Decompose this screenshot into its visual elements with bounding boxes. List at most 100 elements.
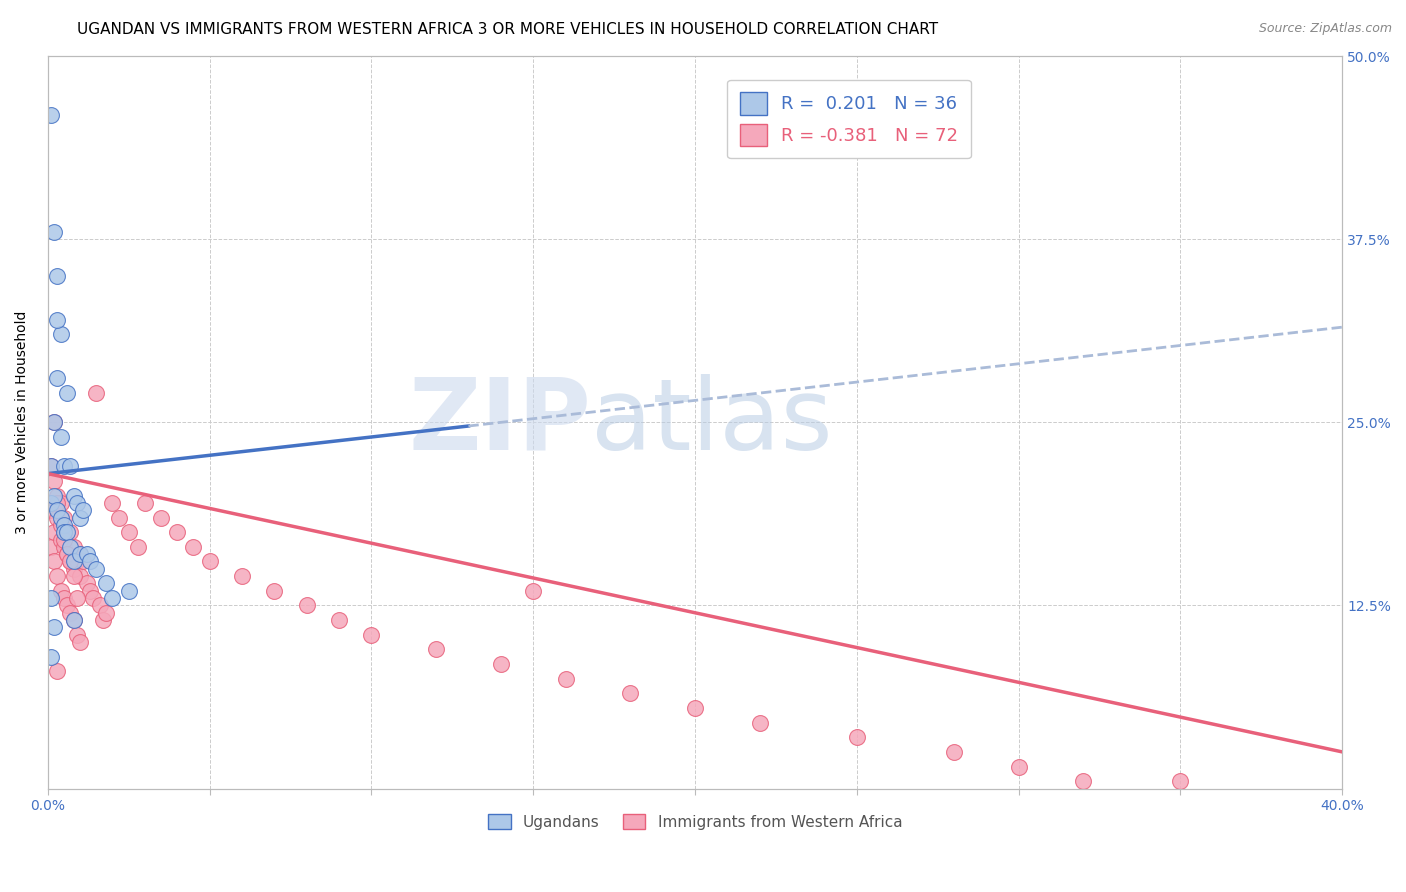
Point [44, 620, 66, 634]
Point [198, 554, 221, 568]
Point [66, 496, 89, 510]
Point [44, 525, 66, 540]
Point [619, 686, 641, 700]
Text: atlas: atlas [592, 374, 834, 471]
Point [56, 386, 79, 401]
Point [46, 503, 69, 517]
Point [59, 554, 82, 568]
Y-axis label: 3 or more Vehicles in Household: 3 or more Vehicles in Household [15, 310, 30, 534]
Point [46, 313, 69, 327]
Point [56, 525, 79, 540]
Point [295, 599, 318, 613]
Point [942, 745, 965, 759]
Point [49, 496, 72, 510]
Point [522, 583, 544, 598]
Point [94, 576, 117, 591]
Point [59, 459, 82, 474]
Point [166, 525, 188, 540]
Point [59, 554, 82, 568]
Point [49, 533, 72, 547]
Point [39, 591, 62, 606]
Point [683, 701, 706, 715]
Point [46, 665, 69, 679]
Point [66, 628, 89, 642]
Point [56, 547, 79, 561]
Point [69, 635, 91, 649]
Point [66, 591, 89, 606]
Point [49, 517, 72, 532]
Point [39, 540, 62, 554]
Point [49, 430, 72, 444]
Point [425, 642, 447, 657]
Point [46, 510, 69, 524]
Point [748, 715, 770, 730]
Point [52, 510, 75, 524]
Point [72, 503, 94, 517]
Point [52, 540, 75, 554]
Point [59, 525, 82, 540]
Point [44, 225, 66, 239]
Point [44, 415, 66, 429]
Point [62, 562, 84, 576]
Point [91, 613, 114, 627]
Point [845, 731, 868, 745]
Point [150, 510, 173, 524]
Point [554, 672, 576, 686]
Point [101, 496, 124, 510]
Point [263, 583, 285, 598]
Point [39, 108, 62, 122]
Legend: Ugandans, Immigrants from Western Africa: Ugandans, Immigrants from Western Africa [482, 807, 908, 836]
Text: UGANDAN VS IMMIGRANTS FROM WESTERN AFRICA 3 OR MORE VEHICLES IN HOUSEHOLD CORREL: UGANDAN VS IMMIGRANTS FROM WESTERN AFRIC… [77, 22, 938, 37]
Point [44, 489, 66, 503]
Point [39, 649, 62, 664]
Point [69, 510, 91, 524]
Point [118, 525, 141, 540]
Point [84, 562, 107, 576]
Point [62, 613, 84, 627]
Point [46, 489, 69, 503]
Point [52, 591, 75, 606]
Point [46, 496, 69, 510]
Point [62, 540, 84, 554]
Point [489, 657, 512, 671]
Point [82, 591, 104, 606]
Point [39, 503, 62, 517]
Point [1007, 759, 1029, 773]
Point [49, 510, 72, 524]
Point [127, 540, 149, 554]
Point [52, 459, 75, 474]
Point [69, 569, 91, 583]
Point [52, 517, 75, 532]
Point [49, 327, 72, 342]
Point [44, 415, 66, 429]
Point [94, 606, 117, 620]
Point [134, 496, 156, 510]
Text: ZIP: ZIP [409, 374, 592, 471]
Point [39, 496, 62, 510]
Point [79, 554, 101, 568]
Point [52, 533, 75, 547]
Point [59, 540, 82, 554]
Point [1073, 774, 1095, 789]
Point [360, 628, 382, 642]
Point [39, 459, 62, 474]
Point [39, 459, 62, 474]
Point [84, 386, 107, 401]
Point [62, 613, 84, 627]
Point [79, 583, 101, 598]
Point [231, 569, 253, 583]
Point [56, 599, 79, 613]
Point [66, 554, 89, 568]
Point [62, 489, 84, 503]
Point [62, 569, 84, 583]
Point [46, 268, 69, 283]
Point [46, 371, 69, 385]
Point [72, 554, 94, 568]
Point [44, 474, 66, 488]
Point [76, 576, 98, 591]
Text: Source: ZipAtlas.com: Source: ZipAtlas.com [1258, 22, 1392, 36]
Point [49, 583, 72, 598]
Point [76, 547, 98, 561]
Point [69, 547, 91, 561]
Point [89, 599, 111, 613]
